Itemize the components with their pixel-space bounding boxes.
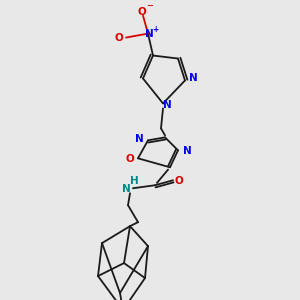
Text: N: N: [145, 28, 153, 39]
Text: O: O: [175, 176, 183, 186]
Text: N: N: [135, 134, 143, 144]
Text: O: O: [126, 154, 134, 164]
Text: O: O: [115, 33, 123, 43]
Text: O: O: [138, 7, 146, 16]
Text: N: N: [183, 146, 191, 156]
Text: −: −: [146, 1, 154, 10]
Text: N: N: [163, 100, 171, 110]
Text: N: N: [122, 184, 130, 194]
Text: H: H: [130, 176, 138, 186]
Text: +: +: [152, 25, 158, 34]
Text: N: N: [189, 74, 197, 83]
